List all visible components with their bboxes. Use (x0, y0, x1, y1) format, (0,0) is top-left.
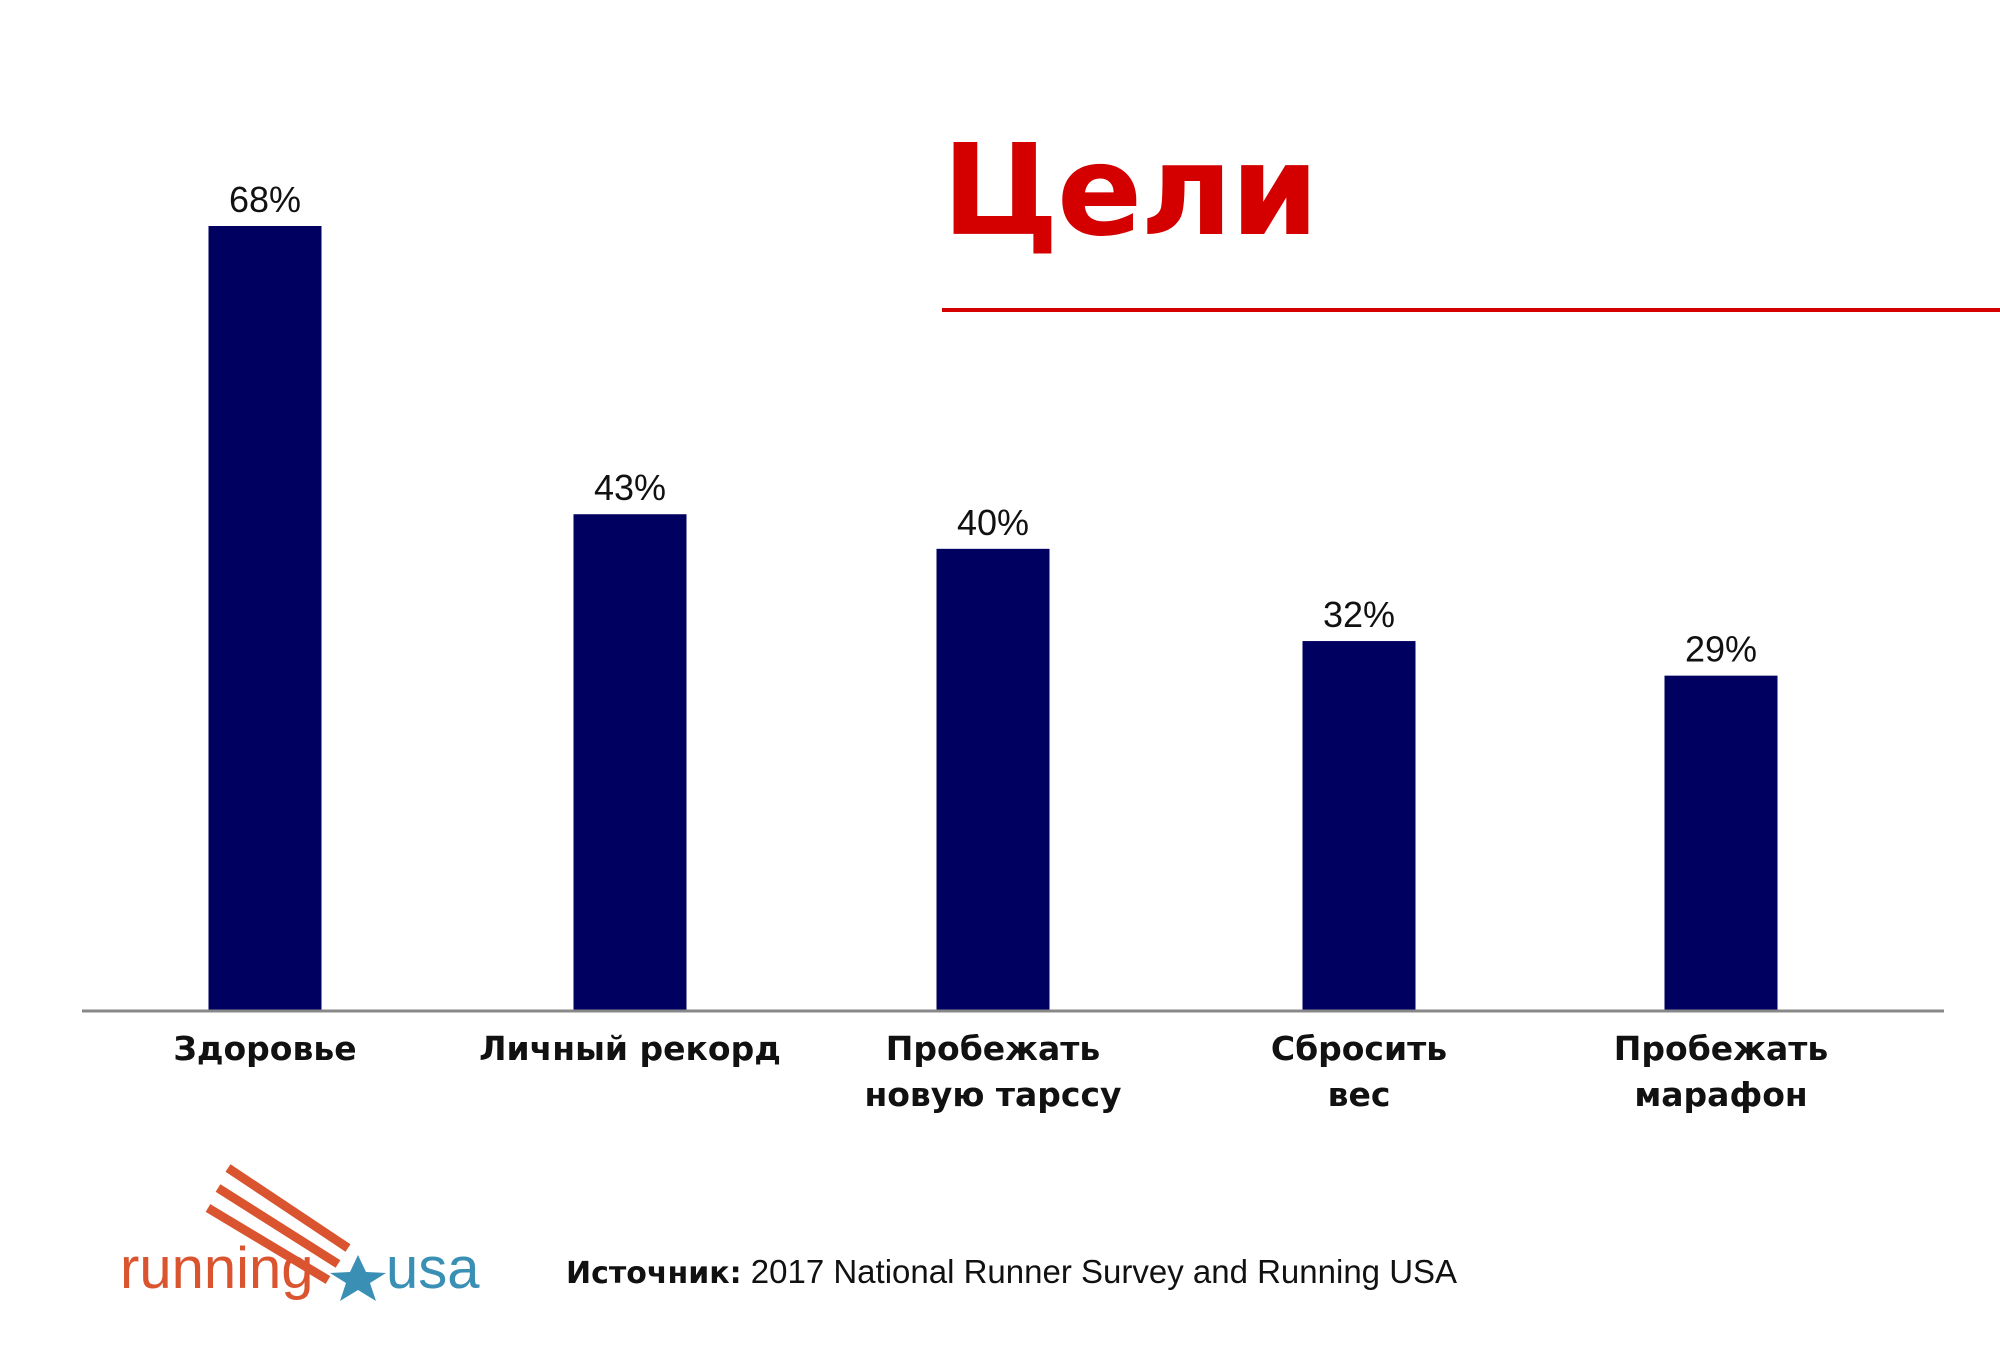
star-icon (330, 1255, 386, 1301)
logo-usa-text: usa (386, 1236, 480, 1301)
logo-running-text: running (120, 1236, 313, 1301)
category-label-3-line-1: Пробежать (886, 1029, 1100, 1068)
bar-5 (1664, 675, 1778, 1010)
running-usa-logo: running usa (120, 1164, 480, 1301)
value-label-2: 43% (594, 467, 666, 508)
source-label: Источник: (566, 1256, 742, 1291)
category-label-5-line-1: Пробежать (1614, 1029, 1828, 1068)
category-label-5-line-2: марафон (1634, 1075, 1807, 1114)
category-label-4-line-1: Сбросить (1271, 1029, 1447, 1068)
title-underline (942, 308, 2000, 312)
value-label-4: 32% (1323, 594, 1395, 635)
bar-2 (573, 514, 687, 1010)
value-label-1: 68% (229, 179, 301, 220)
bar-4 (1302, 641, 1416, 1010)
chart-title: Цели (942, 117, 1319, 264)
value-label-3: 40% (957, 502, 1029, 543)
category-label-3-line-2: новую тарссу (864, 1075, 1121, 1114)
bar-3 (936, 548, 1050, 1010)
value-label-5: 29% (1685, 629, 1757, 670)
source-note: Источник: 2017 National Runner Survey an… (566, 1253, 1457, 1291)
logo-stripes-icon (205, 1164, 351, 1284)
category-label-1-line-1: Здоровье (173, 1029, 356, 1068)
category-label-4-line-2: вес (1328, 1075, 1391, 1114)
category-label-2-line-1: Личный рекорд (479, 1029, 781, 1068)
bar-1 (208, 226, 322, 1010)
source-text: 2017 National Runner Survey and Running … (750, 1253, 1458, 1290)
